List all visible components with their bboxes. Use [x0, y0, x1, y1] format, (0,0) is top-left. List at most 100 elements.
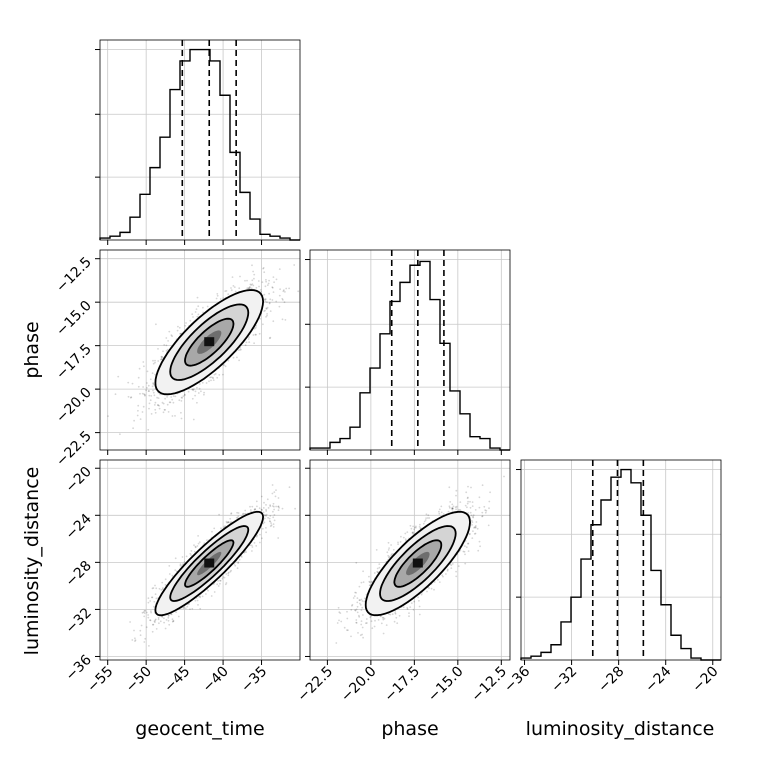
sample-point [346, 617, 349, 620]
sample-point [277, 505, 280, 508]
sample-point [264, 300, 267, 302]
sample-point [244, 344, 247, 347]
sample-point [151, 372, 154, 375]
sample-point [253, 542, 256, 544]
sample-point [243, 551, 246, 554]
sample-point [263, 501, 265, 504]
sample-point [265, 298, 267, 300]
sample-point [198, 541, 201, 543]
sample-point [250, 287, 253, 290]
sample-point [205, 382, 208, 384]
sample-point [174, 557, 177, 560]
sample-point [174, 395, 177, 398]
sample-point [209, 376, 211, 379]
sample-point [230, 512, 233, 514]
panel-geocent-time-vs-phase: −22.5−20.0−17.5−15.0−12.5 [53, 249, 301, 470]
sample-point [257, 280, 260, 282]
sample-point [251, 279, 254, 282]
sample-point [107, 415, 109, 417]
sample-point [152, 623, 154, 626]
sample-point [197, 595, 200, 598]
sample-point [151, 385, 154, 388]
sample-point [265, 308, 268, 310]
sample-point [168, 623, 171, 626]
sample-point [149, 378, 152, 381]
sample-point [452, 507, 454, 510]
sample-point [181, 556, 184, 558]
sample-point [148, 402, 151, 405]
sample-point [359, 599, 361, 601]
sample-point [211, 530, 213, 533]
sample-point [154, 373, 157, 376]
sample-point [196, 401, 198, 404]
sample-point [227, 359, 230, 362]
sample-point [227, 521, 230, 524]
sample-point [297, 290, 300, 293]
sample-point [250, 284, 253, 286]
sample-point [157, 616, 160, 619]
sample-point [269, 515, 272, 517]
sample-point [451, 507, 453, 510]
sample-point [451, 506, 454, 509]
sample-point [127, 395, 130, 398]
sample-point [227, 521, 229, 524]
sample-point [230, 569, 233, 572]
sample-point [259, 541, 261, 544]
sample-point [168, 614, 170, 617]
sample-point [157, 397, 160, 399]
sample-point [284, 319, 287, 321]
sample-point [216, 583, 219, 586]
corner-panels: −36 −32 −28 −24 −20−22.5−20.0−17.5−15.0−12.5… [53, 39, 722, 705]
sample-point [273, 514, 276, 516]
sample-point [171, 620, 174, 623]
sample-point [452, 505, 455, 508]
sample-point [267, 282, 270, 285]
sample-point [362, 636, 364, 639]
sample-point [251, 546, 254, 548]
sample-point [194, 311, 197, 313]
sample-point [234, 564, 237, 567]
sample-point [169, 401, 172, 404]
sample-point [272, 523, 275, 525]
sample-point [200, 390, 202, 393]
sample-point [258, 507, 261, 510]
sample-point [137, 409, 139, 412]
sample-point [191, 607, 194, 610]
sample-point [165, 349, 168, 352]
sample-point [206, 305, 209, 308]
sample-point [130, 396, 133, 399]
sample-point [161, 401, 164, 404]
sample-point [277, 497, 280, 499]
sample-point [255, 535, 258, 538]
sample-point [205, 593, 207, 595]
sample-point [160, 355, 163, 358]
sample-point [253, 508, 256, 511]
sample-point [249, 286, 251, 289]
sample-point [210, 376, 213, 379]
sample-point [161, 588, 164, 591]
sample-point [157, 360, 160, 362]
panel-geocent-time-vs-luminosity-distance: −55 −50 −45 −40 −35−36−32−28−24−20 [63, 459, 301, 696]
sample-point [164, 627, 167, 630]
sample-point [137, 376, 140, 379]
sample-point [265, 510, 268, 512]
sample-point [170, 334, 173, 337]
sample-point [193, 388, 195, 390]
sample-point [191, 313, 194, 316]
sample-point [278, 305, 281, 308]
sample-point [171, 415, 174, 417]
sample-point [222, 526, 225, 528]
sample-point [129, 396, 132, 399]
sample-point [196, 545, 199, 547]
sample-point [154, 408, 157, 411]
sample-point [147, 597, 150, 600]
sample-point [265, 307, 268, 310]
sample-point [261, 537, 263, 540]
sample-point [132, 427, 135, 430]
sample-point [219, 579, 222, 582]
sample-point [158, 622, 160, 625]
sample-point [268, 520, 271, 522]
sample-point [437, 579, 439, 581]
sample-point [236, 356, 238, 359]
sample-point [339, 612, 342, 614]
